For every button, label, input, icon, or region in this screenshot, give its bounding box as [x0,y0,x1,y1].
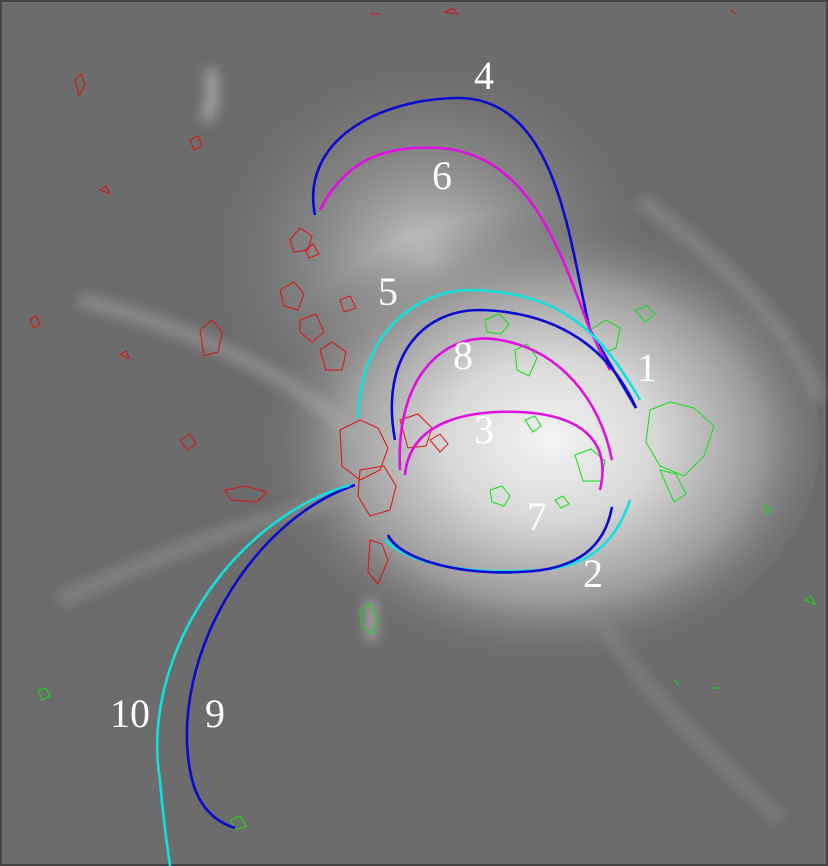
loop-label: 6 [432,153,452,198]
loop-label: 2 [583,551,603,596]
solar-image: 4 6 5 8 1 372 10 9 [0,0,828,866]
loop-label: 1 [637,345,657,390]
loop-label: 7 [527,494,547,539]
loop-label: 4 [474,53,494,98]
loop-label: 5 [378,269,398,314]
loop-label: 10 [110,691,150,736]
loop-label: 8 [453,333,473,378]
loop-label: 9 [205,691,225,736]
loop-label: 3 [474,407,494,452]
